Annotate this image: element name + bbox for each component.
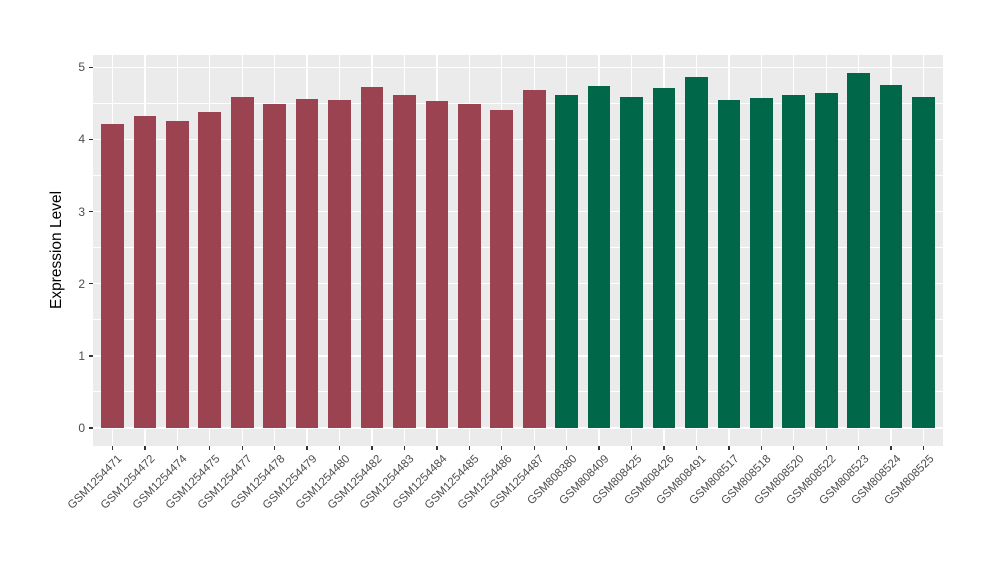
x-axis-tick <box>403 446 406 450</box>
y-axis-tick-label: 2 <box>78 276 85 291</box>
x-axis-tick <box>728 446 730 450</box>
bar-GSM808524 <box>879 84 903 428</box>
x-axis-tick <box>436 446 438 450</box>
x-axis-tick <box>922 446 925 450</box>
x-axis-tick <box>598 446 600 450</box>
y-axis-tick <box>89 355 93 357</box>
x-axis-tick <box>630 446 633 450</box>
bar-GSM1254482 <box>360 86 384 428</box>
bar-GSM808525 <box>912 96 935 428</box>
gridline-minor-horizontal <box>93 391 943 393</box>
y-axis-tick-label: 1 <box>78 348 85 363</box>
x-axis-tick <box>306 446 308 450</box>
gridline-major-horizontal <box>93 427 943 429</box>
x-axis-tick <box>468 446 471 450</box>
y-axis-tick <box>89 210 93 213</box>
bar-GSM1254477 <box>230 96 254 428</box>
y-axis-tick-label: 0 <box>78 420 85 435</box>
x-axis-tick <box>533 446 535 450</box>
plot-panel <box>93 55 943 446</box>
gridline-minor-horizontal <box>93 175 943 176</box>
x-axis-tick <box>176 446 179 450</box>
bar-GSM1254478 <box>263 104 287 428</box>
x-axis-tick <box>209 446 211 450</box>
y-axis-tick <box>89 427 93 429</box>
gridline-major-horizontal <box>93 138 943 141</box>
x-axis-tick <box>857 446 860 450</box>
x-axis-tick <box>565 446 568 450</box>
x-axis-tick <box>241 446 243 450</box>
gridline-minor-horizontal <box>93 247 943 248</box>
bar-GSM808425 <box>620 96 643 428</box>
gridline-major-horizontal <box>93 66 943 68</box>
bar-GSM808491 <box>685 76 708 428</box>
gridline-minor-horizontal <box>93 102 943 104</box>
bar-GSM808522 <box>814 92 838 428</box>
bar-GSM808520 <box>782 94 806 428</box>
x-axis-tick <box>338 446 341 450</box>
bar-GSM808409 <box>587 86 611 428</box>
bar-GSM1254479 <box>295 99 319 428</box>
y-axis-tick <box>89 138 93 141</box>
y-axis-tick <box>89 66 93 68</box>
bar-GSM1254475 <box>198 111 222 428</box>
x-axis-tick <box>695 446 698 450</box>
bar-GSM808426 <box>652 88 676 428</box>
gridline-minor-horizontal <box>93 319 943 321</box>
bar-GSM808517 <box>717 99 741 428</box>
bar-GSM1254485 <box>457 104 481 428</box>
gridline-major-horizontal <box>93 282 943 285</box>
bar-GSM1254480 <box>328 100 351 428</box>
y-axis-tick-label: 5 <box>78 60 85 75</box>
x-axis-tick <box>793 446 795 450</box>
x-axis-tick <box>663 446 665 450</box>
bar-GSM1254472 <box>133 116 157 428</box>
gridline-major-horizontal <box>93 355 943 357</box>
bar-GSM1254483 <box>393 95 416 428</box>
bar-GSM808523 <box>847 73 870 428</box>
bar-GSM1254471 <box>101 124 124 428</box>
bar-GSM1254486 <box>490 109 514 428</box>
x-axis-tick <box>273 446 276 450</box>
y-axis-tick <box>89 282 93 285</box>
x-axis-tick <box>760 446 762 450</box>
x-axis-tick <box>111 446 114 450</box>
x-axis-tick <box>890 446 892 450</box>
bar-GSM1254474 <box>165 120 189 428</box>
x-axis-tick <box>144 446 146 450</box>
x-axis-tick <box>371 446 373 450</box>
y-axis-tick-label: 4 <box>78 132 85 147</box>
gridline-major-horizontal <box>93 210 943 213</box>
x-axis-tick <box>501 446 503 450</box>
bar-GSM1254484 <box>425 101 449 428</box>
bar-GSM808380 <box>555 94 578 428</box>
x-axis-tick <box>825 446 827 450</box>
y-axis-tick-label: 3 <box>78 204 85 219</box>
bar-GSM1254487 <box>522 89 546 428</box>
bar-GSM808518 <box>749 98 773 428</box>
